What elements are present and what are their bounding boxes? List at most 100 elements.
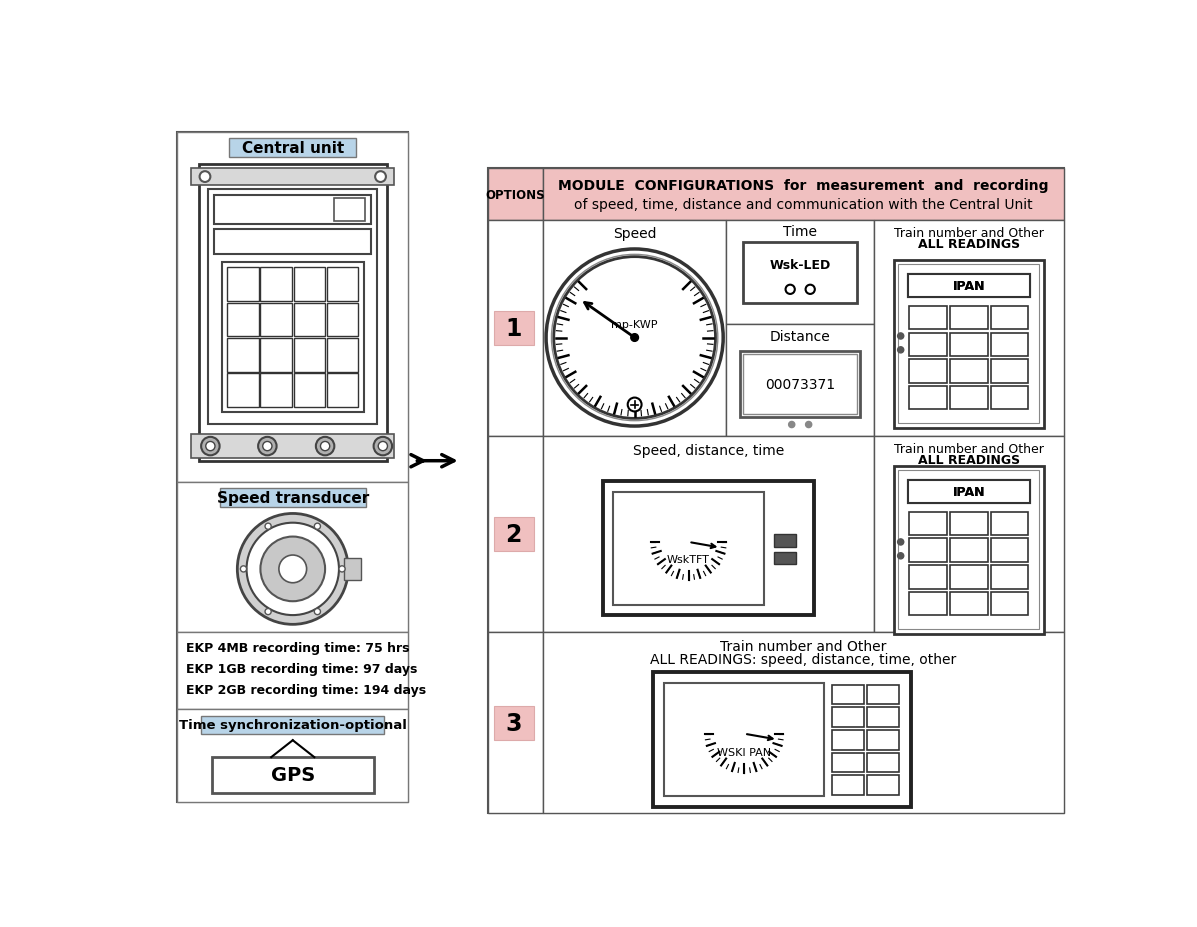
- Bar: [261, 303, 292, 337]
- Bar: [543, 437, 874, 633]
- Bar: [227, 268, 259, 302]
- Bar: [950, 387, 988, 410]
- Bar: [327, 303, 358, 337]
- Text: IPAN: IPAN: [953, 279, 985, 292]
- Text: EKP 2GB recording time: 194 days: EKP 2GB recording time: 194 days: [187, 683, 426, 696]
- Bar: [543, 169, 1063, 222]
- Bar: [874, 222, 1063, 437]
- Bar: [991, 387, 1028, 410]
- Bar: [894, 260, 1044, 428]
- Bar: [874, 437, 1063, 633]
- Circle shape: [373, 438, 393, 456]
- Bar: [894, 466, 1044, 634]
- Bar: [192, 434, 394, 459]
- Circle shape: [554, 258, 716, 419]
- Bar: [199, 165, 387, 462]
- Bar: [493, 518, 534, 552]
- Text: GPS: GPS: [271, 766, 315, 784]
- Text: 3: 3: [505, 711, 522, 735]
- Text: 00073371: 00073371: [765, 377, 836, 391]
- Bar: [230, 139, 357, 158]
- Text: WskTFT: WskTFT: [667, 554, 710, 565]
- Circle shape: [206, 442, 215, 451]
- Bar: [832, 707, 864, 727]
- Circle shape: [898, 348, 904, 353]
- Bar: [950, 360, 988, 383]
- Text: ALL READINGS: ALL READINGS: [918, 238, 1020, 251]
- Bar: [950, 307, 988, 330]
- Bar: [221, 262, 364, 413]
- Bar: [192, 169, 394, 185]
- Circle shape: [279, 555, 306, 583]
- Text: ALL READINGS: ALL READINGS: [918, 453, 1020, 466]
- Text: WSKI PAN: WSKI PAN: [717, 747, 771, 757]
- Bar: [910, 565, 947, 589]
- Bar: [177, 133, 408, 483]
- Circle shape: [546, 249, 723, 426]
- Text: 2: 2: [505, 523, 522, 547]
- Circle shape: [247, 523, 339, 616]
- Circle shape: [898, 553, 904, 559]
- Text: 1: 1: [505, 317, 522, 341]
- Text: ALL READINGS: speed, distance, time, other: ALL READINGS: speed, distance, time, oth…: [650, 652, 956, 666]
- Bar: [327, 374, 358, 407]
- Circle shape: [316, 438, 334, 456]
- Bar: [727, 222, 874, 324]
- Bar: [832, 753, 864, 772]
- Bar: [293, 303, 326, 337]
- Bar: [493, 706, 534, 740]
- Bar: [327, 338, 358, 372]
- Bar: [950, 513, 988, 536]
- Bar: [991, 307, 1028, 330]
- Bar: [867, 730, 899, 750]
- Bar: [910, 333, 947, 357]
- Bar: [991, 592, 1028, 616]
- Bar: [950, 565, 988, 589]
- Bar: [991, 539, 1028, 563]
- Bar: [227, 303, 259, 337]
- Circle shape: [237, 514, 348, 625]
- Bar: [774, 552, 796, 565]
- Bar: [907, 274, 1031, 298]
- Text: Time: Time: [783, 225, 818, 239]
- Bar: [832, 730, 864, 750]
- Text: Time synchronization-optional: Time synchronization-optional: [178, 718, 407, 731]
- Text: IPAN: IPAN: [953, 279, 985, 292]
- Bar: [867, 753, 899, 772]
- Text: Train number and Other: Train number and Other: [894, 442, 1044, 455]
- Text: Wsk-LED: Wsk-LED: [770, 260, 831, 273]
- Bar: [613, 492, 764, 605]
- Bar: [602, 481, 814, 616]
- Bar: [907, 480, 1031, 503]
- Bar: [293, 338, 326, 372]
- Circle shape: [789, 422, 795, 428]
- Circle shape: [201, 438, 219, 456]
- Circle shape: [261, 537, 326, 602]
- Bar: [991, 513, 1028, 536]
- Bar: [654, 673, 911, 807]
- Bar: [345, 558, 361, 580]
- Circle shape: [378, 442, 388, 451]
- Bar: [212, 757, 373, 793]
- Text: EKP 4MB recording time: 75 hrs: EKP 4MB recording time: 75 hrs: [187, 641, 411, 654]
- Bar: [177, 133, 408, 802]
- Circle shape: [265, 609, 272, 615]
- Text: of speed, time, distance and communication with the Central Unit: of speed, time, distance and communicati…: [573, 197, 1033, 211]
- Bar: [487, 169, 543, 222]
- Bar: [991, 333, 1028, 357]
- Text: Distance: Distance: [770, 330, 831, 344]
- Bar: [727, 324, 874, 437]
- Bar: [832, 776, 864, 795]
- Bar: [293, 374, 326, 407]
- Bar: [177, 483, 408, 633]
- Circle shape: [898, 334, 904, 339]
- Bar: [867, 776, 899, 795]
- Bar: [261, 374, 292, 407]
- Bar: [743, 355, 857, 414]
- Circle shape: [552, 255, 718, 421]
- Circle shape: [265, 524, 272, 529]
- Bar: [327, 268, 358, 302]
- Text: Speed, distance, time: Speed, distance, time: [633, 443, 784, 457]
- Bar: [907, 274, 1031, 298]
- Bar: [177, 633, 408, 710]
